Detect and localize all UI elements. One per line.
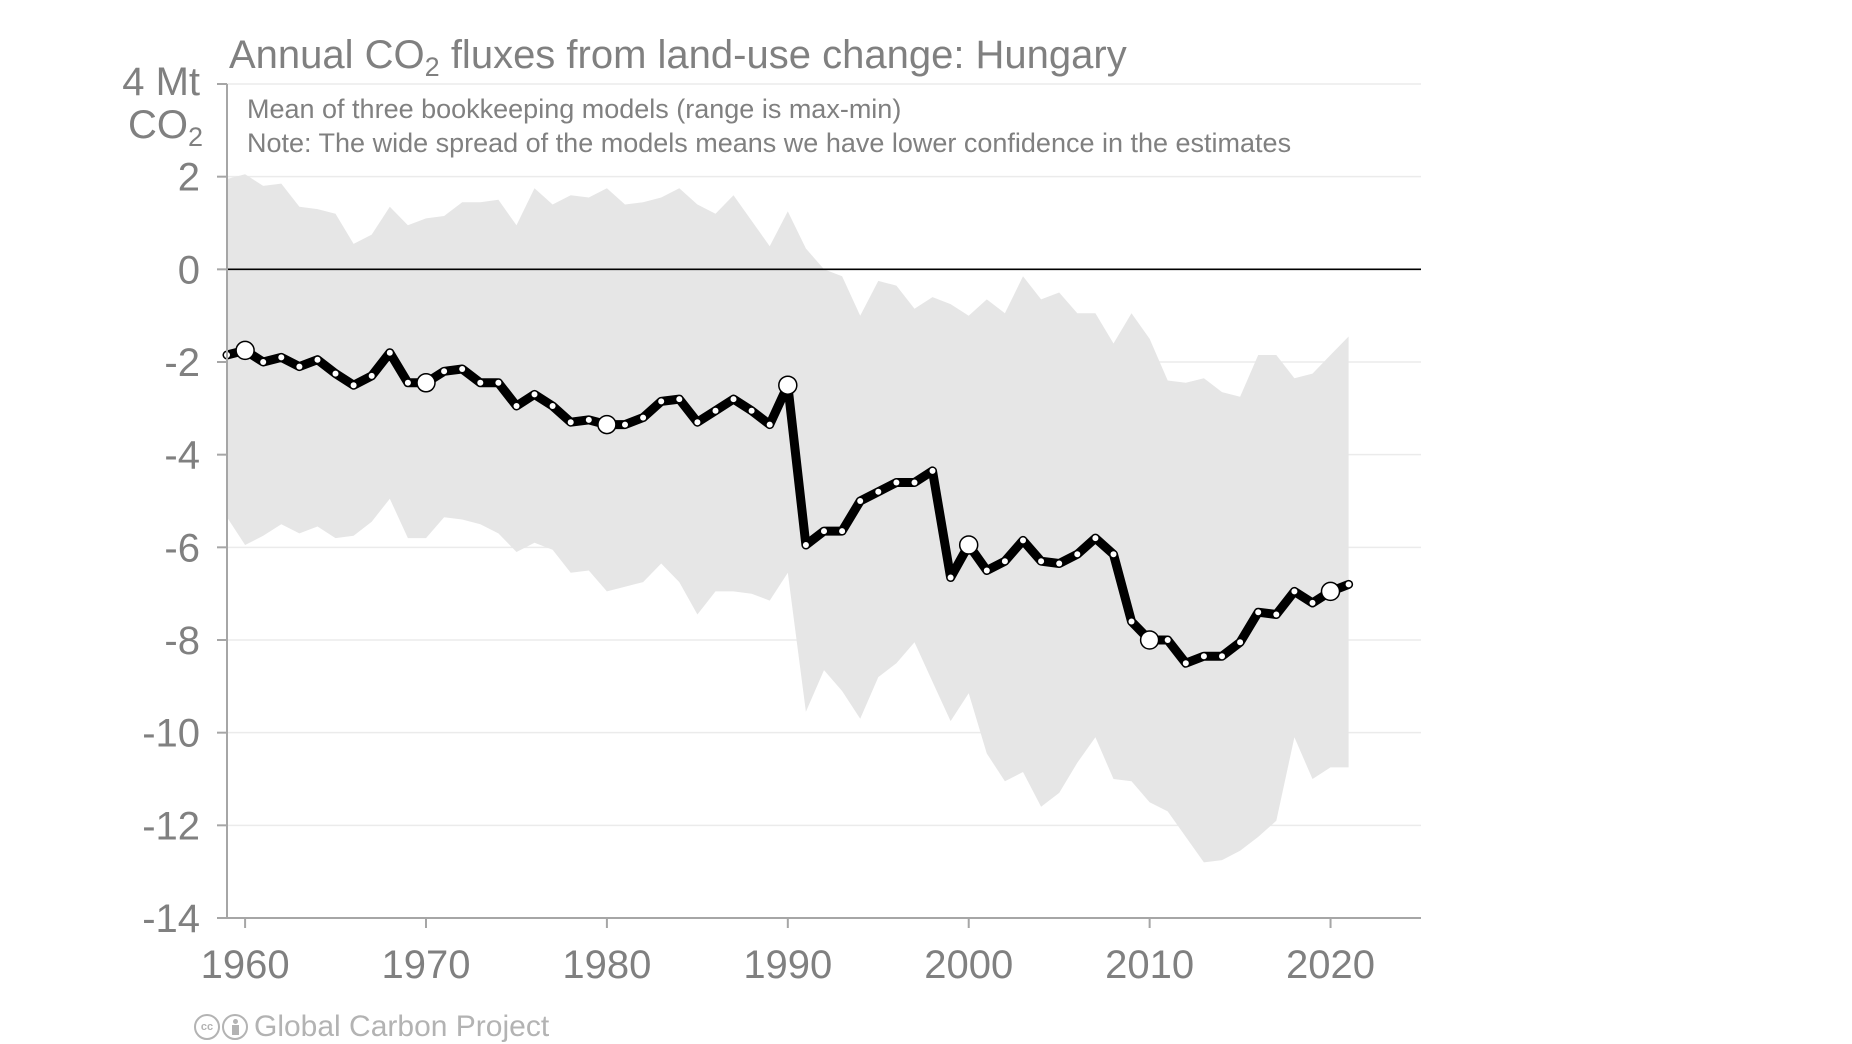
highlight-point	[597, 414, 617, 435]
data-point	[368, 372, 375, 379]
data-point	[1001, 558, 1008, 565]
y-axis-unit-line2: CO2	[128, 103, 203, 152]
highlight-point	[1139, 630, 1160, 650]
data-point	[386, 349, 393, 356]
data-point	[1092, 535, 1099, 542]
data-point	[1237, 639, 1244, 646]
data-point	[260, 359, 267, 365]
data-point	[567, 419, 574, 426]
chart-title-suffix: fluxes from land-use change: Hungary	[440, 33, 1127, 77]
y-tick-label: 0	[178, 248, 200, 292]
data-point	[911, 479, 918, 486]
x-tick-label: 2010	[1105, 943, 1194, 987]
data-point	[839, 528, 846, 535]
data-point	[296, 363, 303, 370]
highlight-point	[778, 375, 798, 395]
y-tick-label: -12	[142, 804, 200, 848]
data-point	[332, 370, 339, 377]
y-tick-label: -4	[164, 434, 200, 478]
chart-title-prefix: Annual CO	[229, 33, 425, 77]
data-point	[875, 488, 882, 495]
data-point	[1309, 599, 1316, 606]
data-point	[1182, 660, 1189, 667]
data-point	[676, 396, 683, 403]
attribution-icon	[222, 1014, 248, 1040]
data-point	[1219, 653, 1225, 660]
data-point	[1345, 581, 1352, 588]
data-point	[821, 528, 827, 535]
data-point	[350, 382, 357, 389]
y-tick-label: 2	[178, 156, 200, 200]
y-tick-label: -10	[142, 712, 200, 756]
data-point	[404, 379, 411, 386]
y-tick-label: -14	[142, 897, 200, 941]
data-point	[1291, 588, 1298, 595]
data-point	[640, 414, 647, 421]
credit-text: Global Carbon Project	[254, 1010, 550, 1043]
range-band-area	[227, 174, 1349, 863]
y-axis-unit-subscript: 2	[188, 122, 203, 152]
data-point	[766, 421, 773, 428]
highlight-point	[958, 535, 979, 555]
data-point	[1200, 653, 1207, 660]
data-point	[1110, 551, 1117, 558]
data-point	[929, 467, 936, 474]
data-point	[477, 379, 484, 386]
highlight-point	[416, 373, 436, 393]
data-point	[983, 567, 990, 574]
y-tick-label: -2	[164, 341, 200, 385]
data-point	[314, 356, 321, 363]
credit-footer: cc Global Carbon Project	[194, 1010, 549, 1044]
data-point	[893, 479, 900, 486]
data-point	[1020, 537, 1026, 544]
data-point	[1255, 609, 1262, 616]
x-tick-label: 2000	[924, 943, 1013, 987]
data-point	[459, 366, 466, 372]
data-point	[694, 419, 701, 426]
x-tick-label: 1960	[201, 943, 290, 987]
y-axis-unit-co: CO	[128, 103, 188, 147]
data-point	[622, 421, 628, 428]
y-tick-label: -6	[164, 526, 200, 570]
highlight-point	[1320, 581, 1341, 602]
data-point	[1038, 558, 1045, 565]
data-point	[495, 379, 502, 386]
chart-note: Note: The wide spread of the models mean…	[247, 128, 1291, 158]
data-point	[585, 416, 592, 423]
x-tick-label: 1970	[382, 943, 471, 987]
creative-commons-icon: cc	[194, 1014, 220, 1040]
chart-title: Annual CO2 fluxes from land-use change: …	[229, 33, 1127, 82]
model-range-band	[227, 174, 1349, 863]
x-tick-label: 2020	[1286, 943, 1375, 987]
data-point	[712, 407, 719, 414]
chart-subtitle: Mean of three bookkeeping models (range …	[247, 94, 901, 124]
data-point	[947, 574, 954, 581]
data-point	[802, 542, 809, 548]
highlight-point	[235, 340, 255, 361]
data-points	[224, 340, 1352, 667]
data-point	[1128, 618, 1135, 625]
y-axis-unit-line1: 4 Mt	[122, 60, 200, 104]
data-point	[513, 403, 520, 409]
data-point	[1056, 560, 1063, 567]
data-point	[278, 354, 285, 361]
data-point	[531, 391, 538, 398]
data-point	[658, 398, 665, 405]
data-point	[1273, 611, 1280, 618]
data-point	[549, 403, 556, 409]
axes: -14 -12 -10 -8 -6 -4 -2 0 2 1960 1970 1980 1990 2000 2…	[142, 83, 1421, 987]
data-point	[1164, 637, 1171, 643]
chart-title-subscript: 2	[425, 52, 440, 82]
data-point	[748, 407, 755, 414]
data-point	[1074, 551, 1081, 558]
data-point	[441, 368, 448, 375]
y-tick-label: -8	[164, 619, 200, 663]
data-point	[857, 498, 864, 504]
data-point	[730, 396, 737, 403]
x-tick-label: 1990	[743, 943, 832, 987]
x-tick-label: 1980	[562, 943, 651, 987]
